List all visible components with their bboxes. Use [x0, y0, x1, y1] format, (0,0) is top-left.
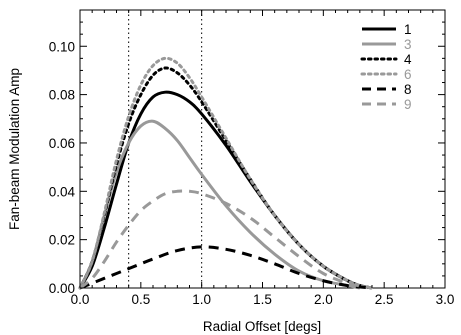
series-line-3 — [78, 119, 361, 290]
plot-area: 0.0 0.5 1.0 1.5 2.0 2.5 3.0 0.00 0.02 0.04 0.06 0.0… — [49, 9, 455, 307]
series-line-9 — [79, 189, 373, 290]
axis-ticks: 0.0 0.5 1.0 1.5 2.0 2.5 3.0 0.00 0.02 0.04 0.06 0.0… — [49, 10, 455, 307]
x-tick-label: 2.5 — [375, 292, 394, 307]
y-tick-label: 0.04 — [49, 184, 76, 199]
y-tick-label: 0.10 — [49, 39, 75, 54]
y-tick-label: 0.06 — [49, 136, 75, 151]
series-line-6 — [78, 56, 374, 290]
x-axis-title: Radial Offset [degs] — [203, 319, 321, 334]
y-tick-label: 0.02 — [49, 233, 75, 248]
legend-label-8: 8 — [404, 82, 412, 97]
x-tick-label: 0.5 — [131, 292, 150, 307]
series-lines — [78, 56, 374, 290]
x-tick-label: 2.0 — [314, 292, 333, 307]
series-line-4 — [78, 66, 374, 290]
legend-label-1: 1 — [404, 22, 412, 37]
y-tick-label: 0.00 — [49, 281, 75, 296]
legend-label-4: 4 — [404, 52, 412, 67]
x-tick-label: 3.0 — [436, 292, 455, 307]
legend-label-3: 3 — [404, 37, 412, 52]
reference-lines — [128, 10, 203, 288]
x-tick-label: 1.5 — [253, 292, 272, 307]
x-tick-label: 1.0 — [192, 292, 211, 307]
series-line-8 — [79, 245, 373, 290]
series-line-1 — [78, 90, 373, 290]
x-tick-label: 0.0 — [71, 292, 90, 307]
legend-label-9: 9 — [404, 97, 412, 112]
y-tick-label: 0.08 — [49, 88, 75, 103]
plot-frame — [79, 9, 446, 289]
legend-label-6: 6 — [404, 67, 412, 82]
y-axis-title: Fan-beam Modulation Amp — [7, 68, 22, 230]
